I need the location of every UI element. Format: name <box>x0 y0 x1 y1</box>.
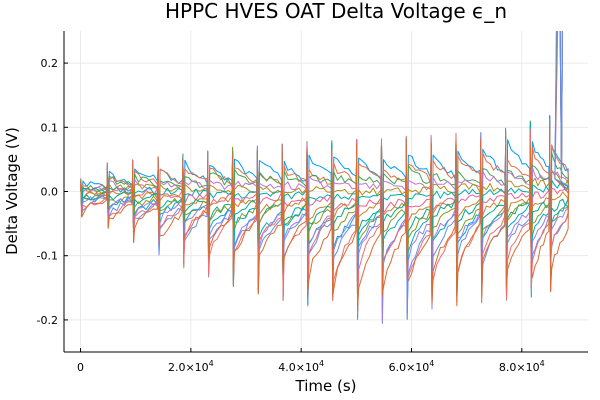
series-line <box>80 123 570 311</box>
series-line <box>80 31 570 307</box>
series-line <box>80 31 570 312</box>
x-ticks: 0 2.0×104 4.0×104 6.0×104 8.0×104 <box>77 348 545 374</box>
series-line <box>80 118 570 324</box>
y-tick-label: 0.0 <box>41 186 59 199</box>
series-line <box>80 121 570 305</box>
series-line <box>80 31 570 296</box>
y-ticks: -0.2 -0.1 0.0 0.1 0.2 <box>37 57 68 327</box>
x-axis-title: Time (s) <box>295 377 357 395</box>
series-group <box>80 31 570 324</box>
y-tick-label: -0.1 <box>37 250 58 263</box>
y-tick-label: -0.2 <box>37 314 58 327</box>
series-line <box>80 116 570 311</box>
x-tick-label: 6.0×104 <box>389 359 435 374</box>
series-line <box>80 31 570 315</box>
y-axis-title: Delta Voltage (V) <box>3 127 21 255</box>
chart-title: HPPC HVES OAT Delta Voltage ϵ_n <box>165 0 507 23</box>
series-line <box>80 31 570 312</box>
x-tick-label: 8.0×104 <box>499 359 545 374</box>
x-tick-label: 4.0×104 <box>278 359 324 374</box>
x-tick-label: 2.0×104 <box>168 359 214 374</box>
x-tick-label: 0 <box>77 361 84 374</box>
y-tick-label: 0.2 <box>41 57 59 70</box>
y-tick-label: 0.1 <box>41 121 59 134</box>
